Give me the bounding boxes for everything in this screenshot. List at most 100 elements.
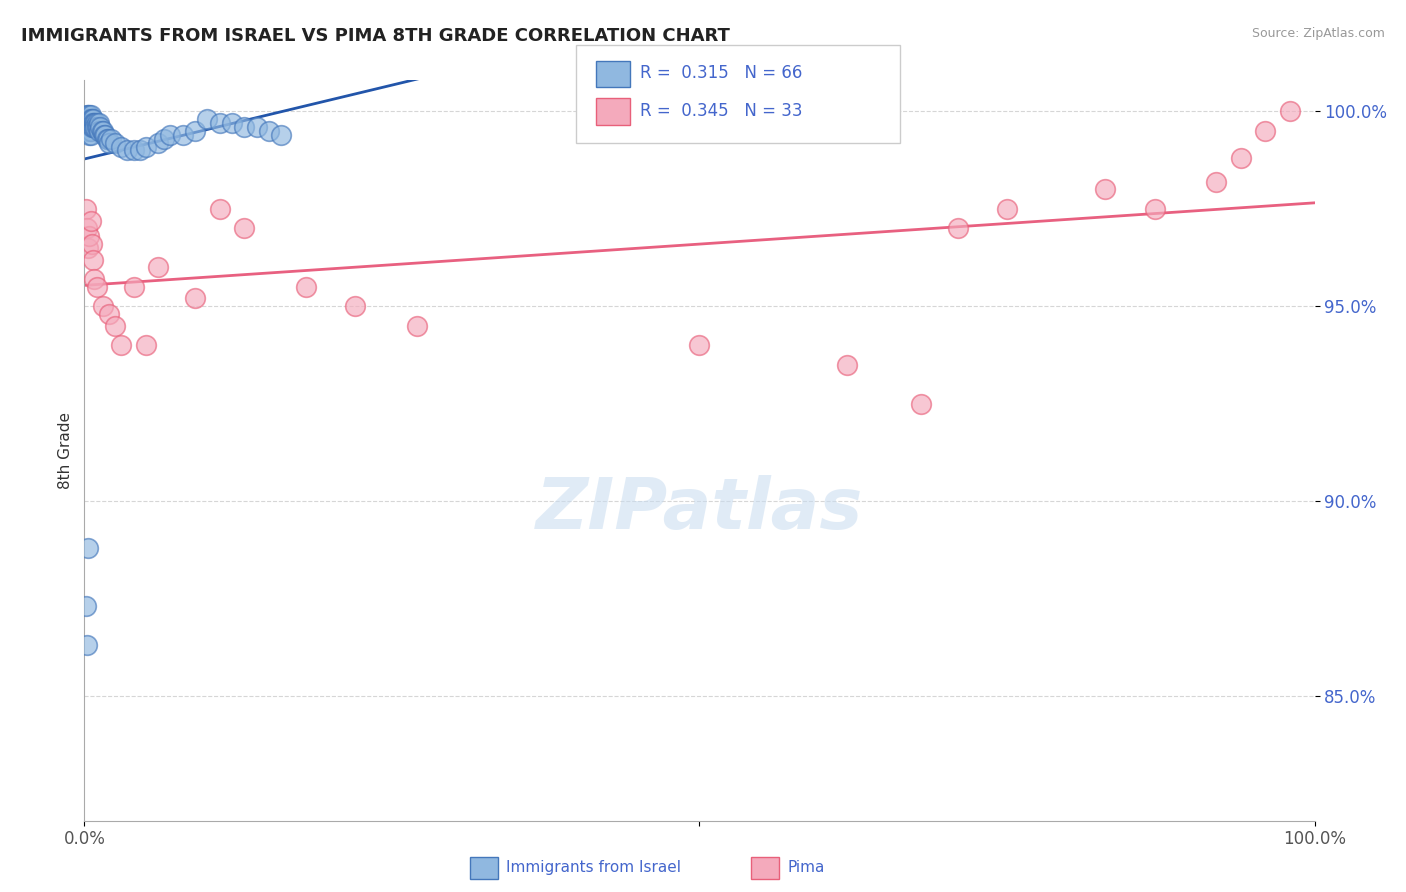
Point [89,120,111,134]
Text: IMMIGRANTS FROM ISRAEL VS PIMA 8TH GRADE CORRELATION CHART: IMMIGRANTS FROM ISRAEL VS PIMA 8TH GRADE… [21,27,730,45]
Point [75,120,97,134]
Point [83,120,105,134]
Point [1229,151,1253,165]
Point [93,128,115,142]
Point [184,292,207,306]
Point [91,124,114,138]
Point [100,132,122,146]
Point [110,338,132,352]
Point [689,338,711,352]
Point [82,112,104,127]
Point [76,221,98,235]
Point [221,116,243,130]
Point [97,132,120,146]
Point [90,124,112,138]
Point [86,116,108,130]
Point [135,139,157,153]
Point [79,128,101,142]
Point [837,358,859,372]
Text: Immigrants from Israel: Immigrants from Israel [506,861,681,875]
Point [87,120,110,134]
Point [79,124,101,138]
Point [86,280,108,294]
Point [84,116,107,130]
Point [104,318,127,333]
Text: Source: ZipAtlas.com: Source: ZipAtlas.com [1251,27,1385,40]
Point [1143,202,1166,216]
Point [148,260,170,275]
Point [87,124,111,138]
Point [82,120,104,134]
Point [79,112,101,127]
Point [91,299,114,313]
Point [82,116,104,130]
Point [184,124,207,138]
Point [208,202,231,216]
Point [233,120,256,134]
Point [79,120,101,134]
Point [208,116,231,130]
Point [172,128,194,142]
Point [75,202,97,216]
Point [270,128,292,142]
Point [82,252,104,267]
Point [83,116,105,130]
Point [128,144,150,158]
Point [76,124,98,138]
Point [79,213,101,227]
Point [122,280,145,294]
Point [98,136,120,150]
Point [1254,124,1277,138]
Point [79,120,101,134]
Point [295,280,318,294]
Point [96,132,118,146]
Point [98,307,120,321]
Point [910,397,932,411]
Point [79,108,101,122]
Point [86,120,108,134]
Point [94,128,117,142]
Point [79,229,101,244]
Point [76,638,98,652]
Point [197,112,219,127]
Point [148,136,170,150]
Point [80,116,103,130]
Point [79,128,101,142]
Point [233,221,256,235]
Point [79,124,101,138]
Point [77,112,100,127]
Point [80,120,103,134]
Point [79,116,101,130]
Text: ZIPatlas: ZIPatlas [536,475,863,544]
Y-axis label: 8th Grade: 8th Grade [58,412,73,489]
Point [1205,175,1227,189]
Point [79,112,101,127]
Point [153,132,176,146]
Point [87,116,111,130]
Point [80,112,103,127]
Point [117,144,139,158]
Point [77,116,100,130]
Point [110,139,132,153]
Point [75,112,97,127]
Point [122,144,145,158]
Point [1279,104,1302,119]
Text: R =  0.315   N = 66: R = 0.315 N = 66 [640,64,801,82]
Point [344,299,367,313]
Point [405,318,427,333]
Point [77,120,100,134]
Point [75,599,97,614]
Point [257,124,280,138]
Point [135,338,157,352]
Point [159,128,181,142]
Point [246,120,269,134]
Point [77,241,100,255]
Point [79,108,101,122]
Text: Pima: Pima [787,861,825,875]
Point [77,541,100,555]
Point [79,116,101,130]
Point [83,272,105,286]
Point [995,202,1018,216]
Point [80,236,103,251]
Point [77,108,100,122]
